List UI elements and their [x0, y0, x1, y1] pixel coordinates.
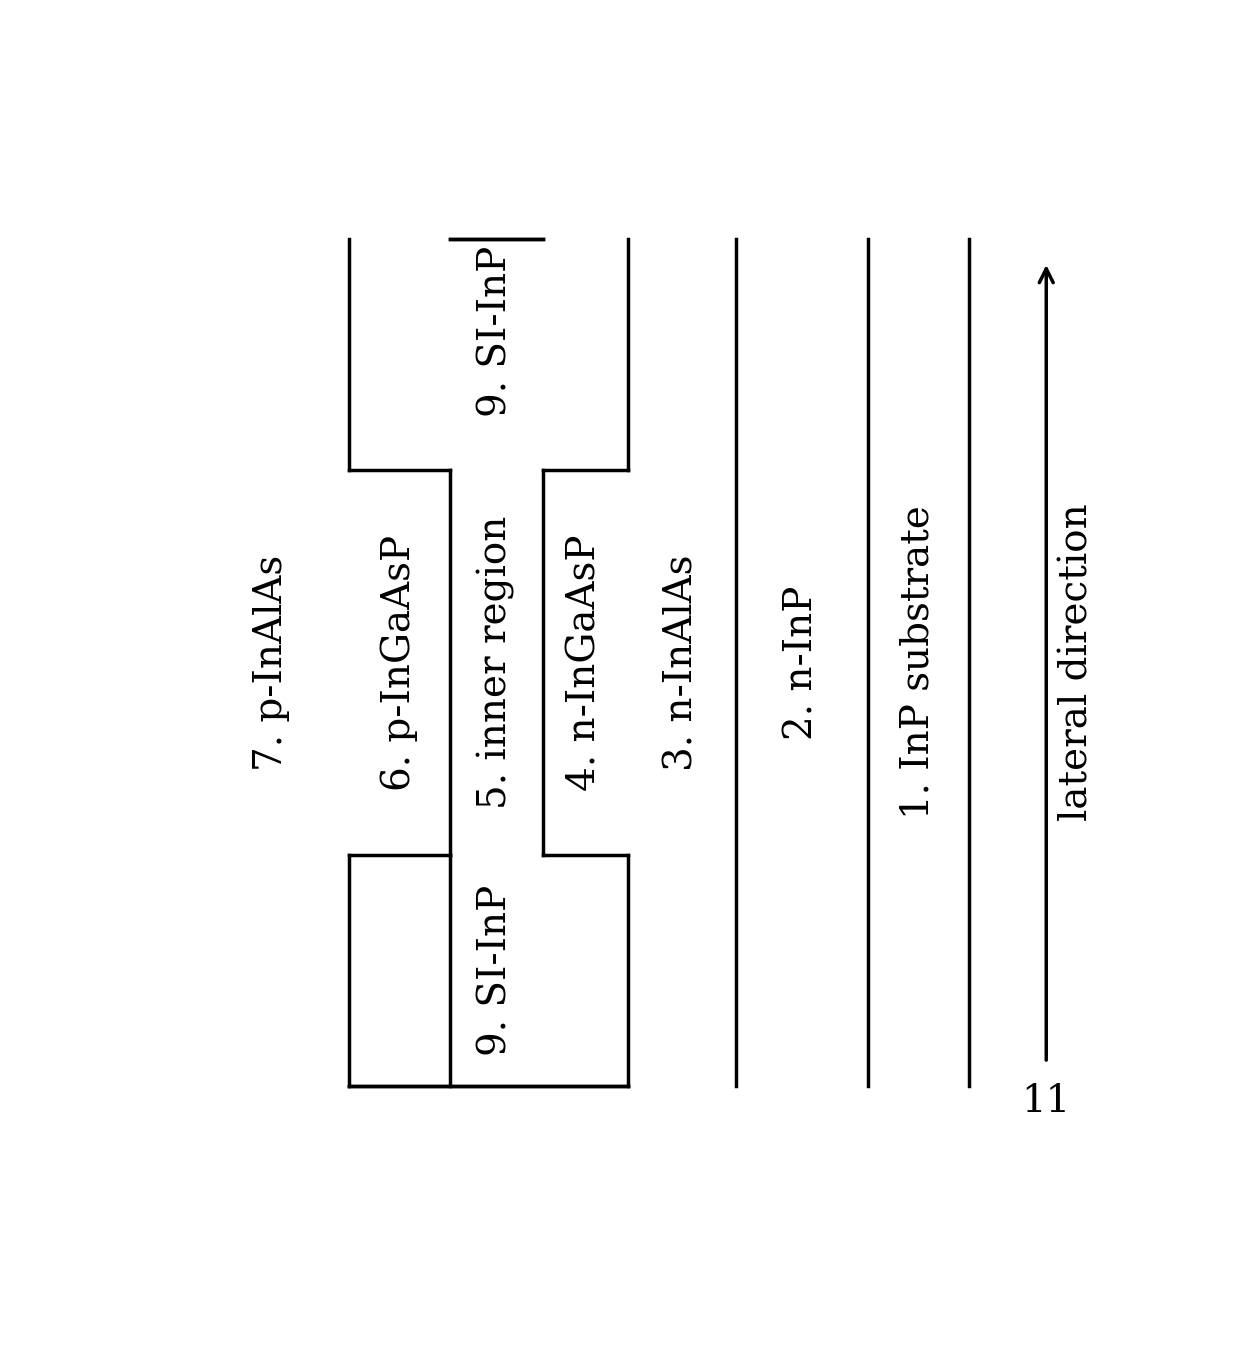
Text: 7. p-InAlAs: 7. p-InAlAs	[253, 555, 290, 771]
Text: lateral direction: lateral direction	[1059, 504, 1096, 821]
Text: 9. SI-InP: 9. SI-InP	[477, 884, 515, 1056]
Text: 1. InP substrate: 1. InP substrate	[900, 505, 937, 819]
Text: 2. n-InP: 2. n-InP	[784, 586, 821, 740]
Text: 5. inner region: 5. inner region	[477, 516, 515, 809]
Text: 6. p-InGaAsP: 6. p-InGaAsP	[381, 535, 418, 791]
Text: 9. SI-InP: 9. SI-InP	[477, 246, 515, 417]
Text: 3. n-InAlAs: 3. n-InAlAs	[663, 555, 701, 771]
Text: 4. n-InGaAsP: 4. n-InGaAsP	[567, 535, 604, 791]
Text: 11: 11	[1022, 1083, 1071, 1120]
